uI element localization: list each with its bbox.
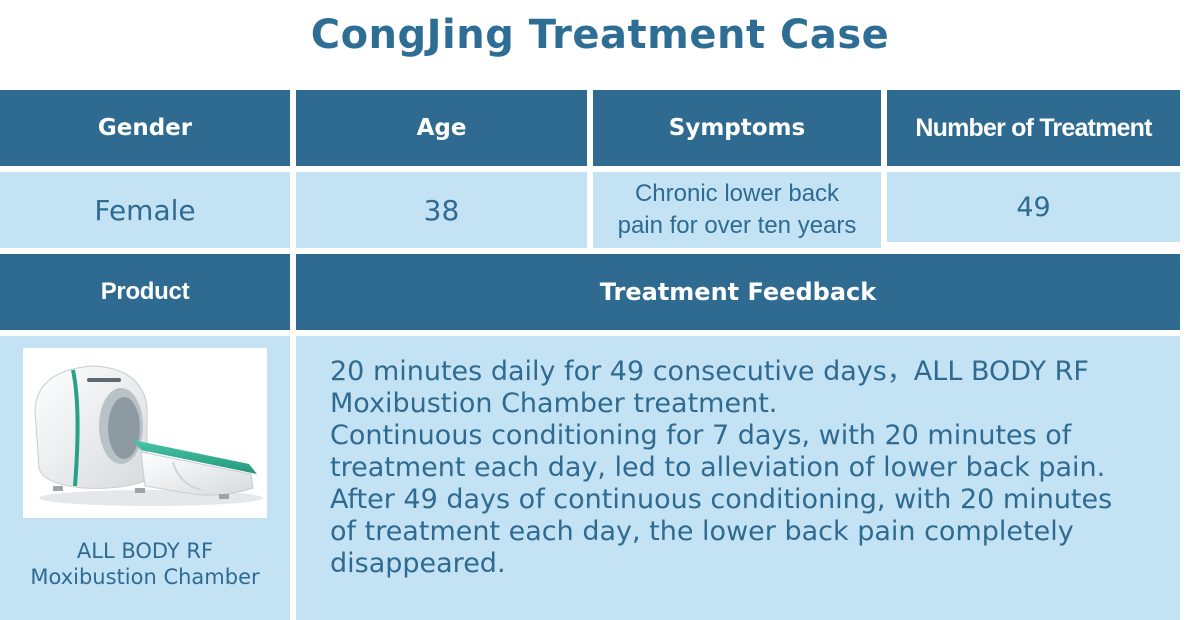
value-symptoms: Chronic lower back pain for over ten yea… — [593, 172, 881, 248]
symptoms-line-2: pain for over ten years — [617, 212, 857, 239]
product-name-line-2: Moxibustion Chamber — [30, 565, 260, 589]
product-name-line-1: ALL BODY RF — [76, 539, 214, 563]
value-gender: Female — [0, 172, 290, 248]
feedback-text: 20 minutes daily for 49 consecutive days… — [330, 356, 1145, 580]
product-name: ALL BODY RF Moxibustion Chamber — [30, 538, 259, 590]
header-age: Age — [296, 90, 587, 166]
moxibustion-chamber-image — [23, 348, 267, 518]
header-treatment-feedback: Treatment Feedback — [296, 254, 1180, 330]
product-cell: ALL BODY RF Moxibustion Chamber — [0, 336, 290, 620]
page-title: CongJing Treatment Case — [310, 12, 890, 58]
feedback-paragraph-2: Continuous conditioning for 7 days, with… — [330, 420, 1113, 579]
moxibustion-chamber-icon — [34, 365, 263, 506]
value-number-of-treatment: 49 — [887, 172, 1180, 242]
header-gender: Gender — [0, 90, 290, 166]
header-product: Product — [0, 254, 290, 330]
feedback-paragraph-1: 20 minutes daily for 49 consecutive days… — [330, 356, 1089, 419]
header-number-of-treatment: Number of Treatment — [887, 90, 1180, 166]
feedback-cell: 20 minutes daily for 49 consecutive days… — [296, 336, 1180, 620]
symptoms-line-1: Chronic lower back — [634, 180, 840, 207]
value-age: 38 — [296, 172, 587, 248]
header-symptoms: Symptoms — [593, 90, 881, 166]
